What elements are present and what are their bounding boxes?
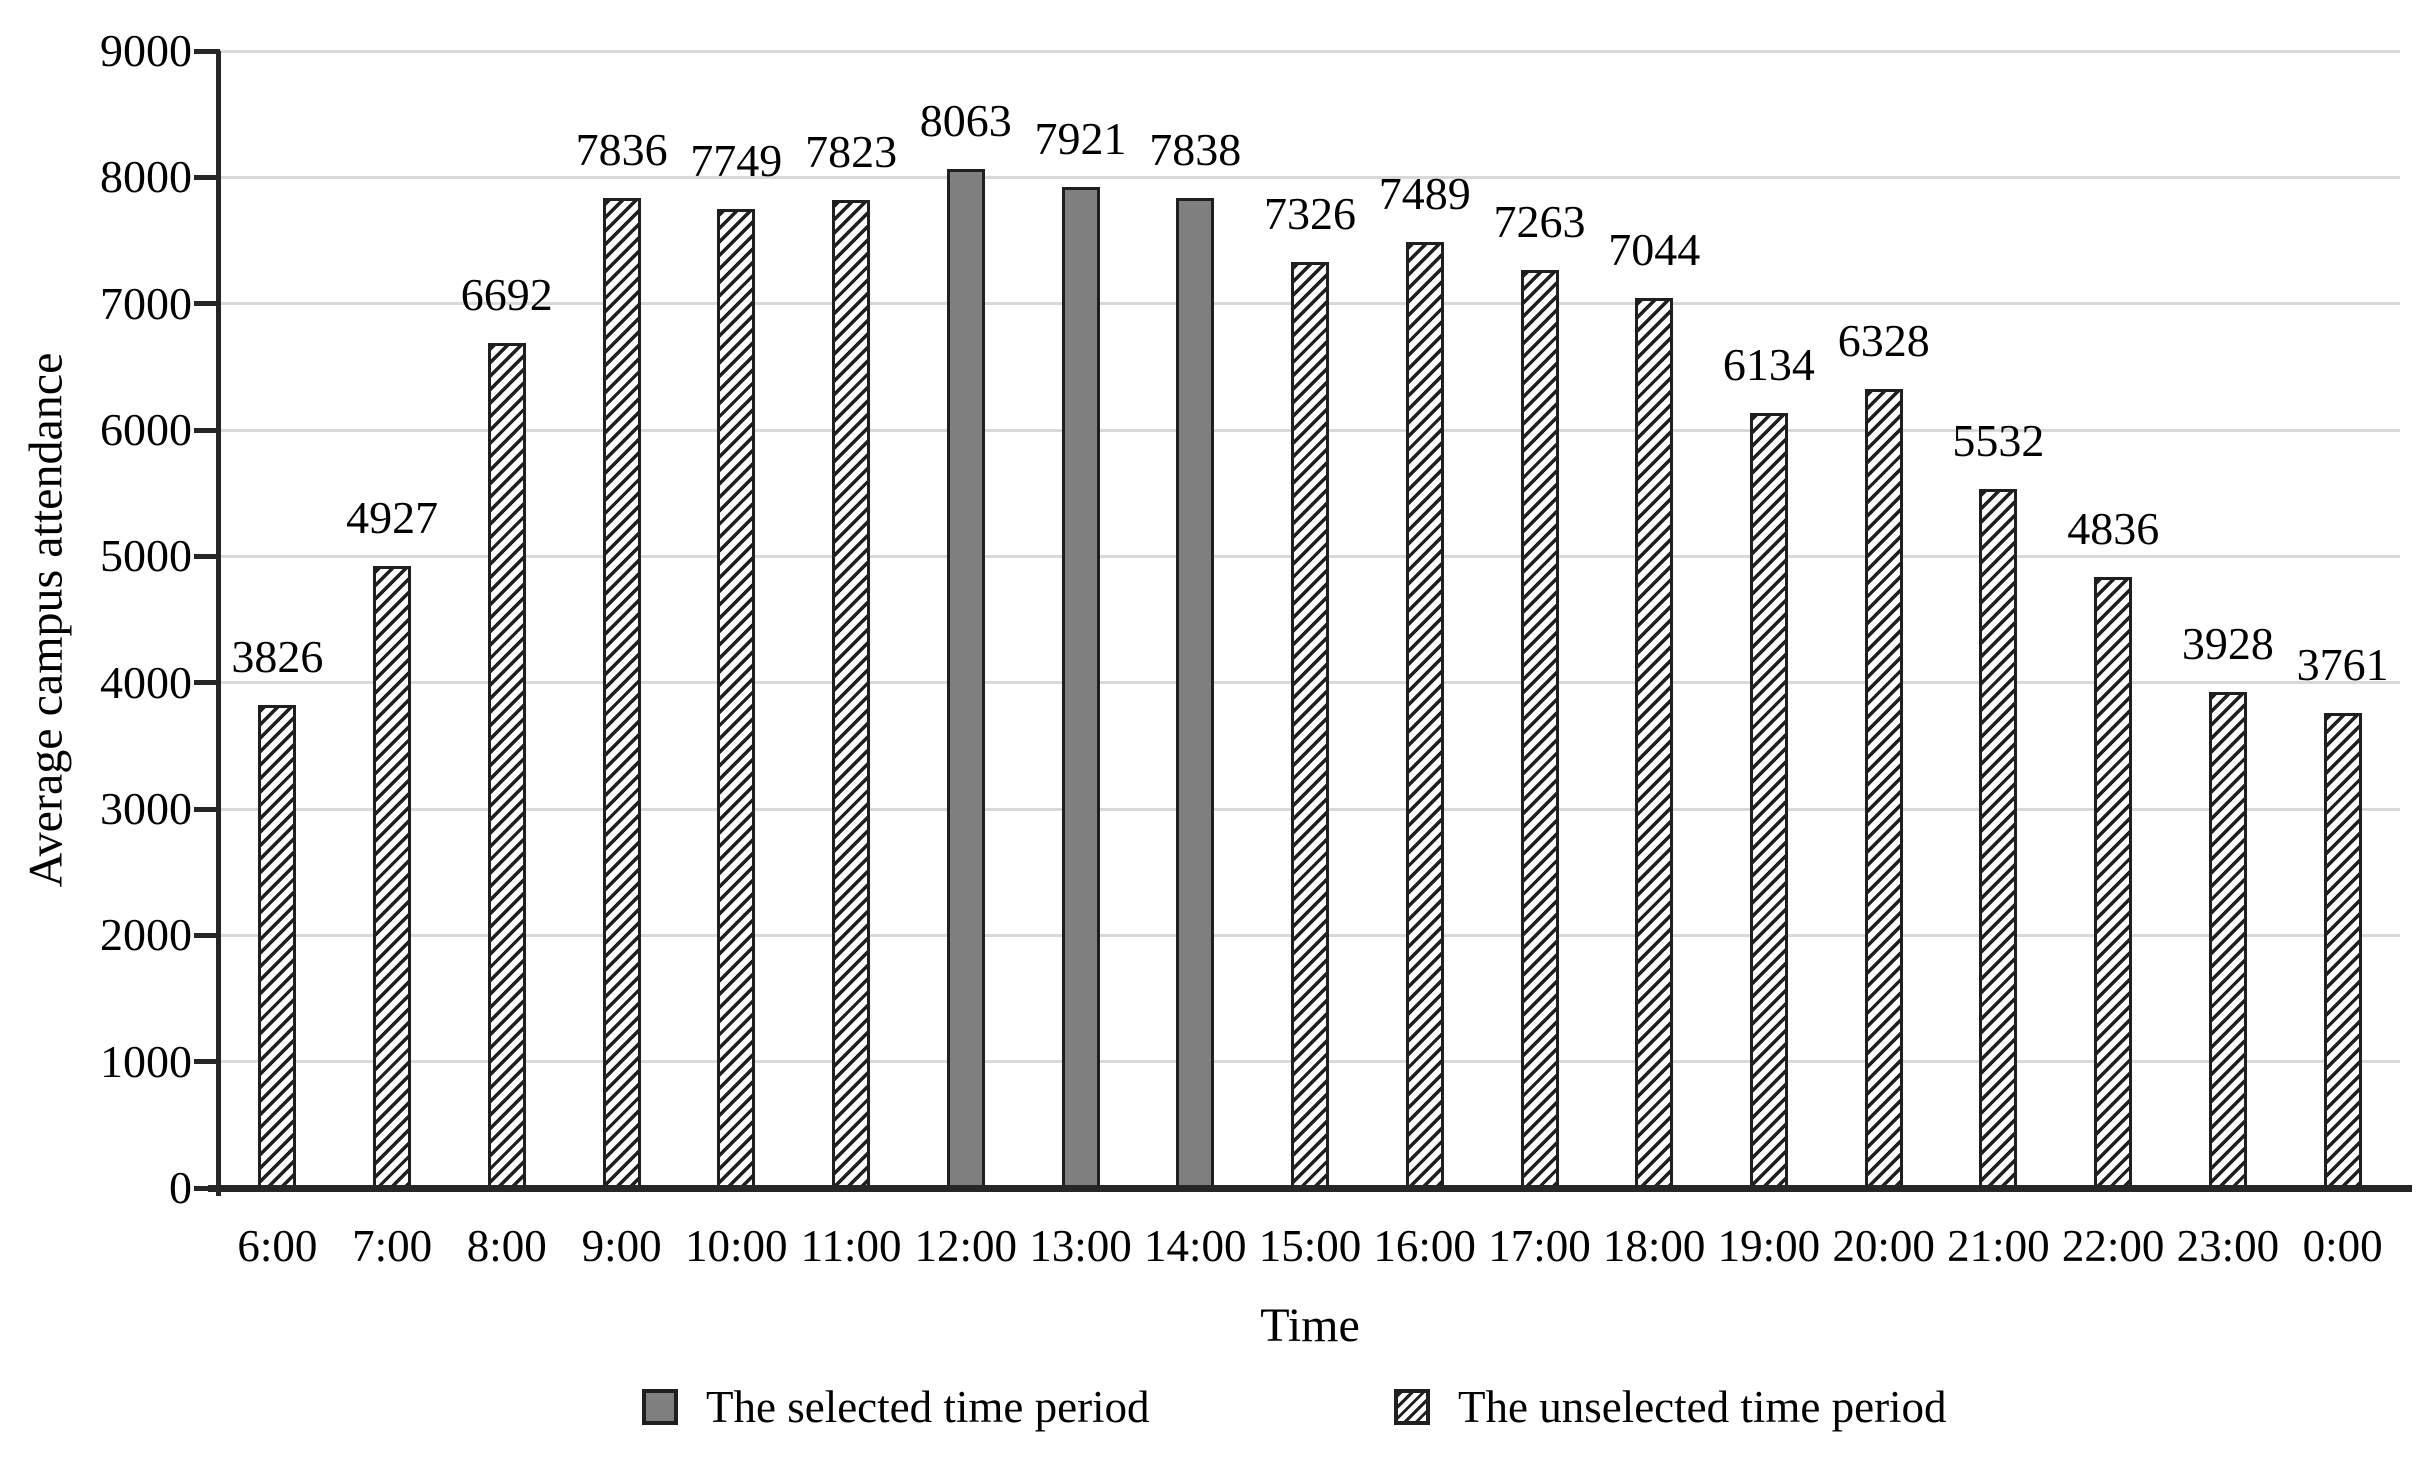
y-axis-tick-label: 4000 <box>100 656 192 708</box>
bar-11:00 <box>832 200 871 1188</box>
y-axis-tick <box>194 932 220 938</box>
bar-value-label-7:00: 4927 <box>346 492 439 543</box>
bar-7:00 <box>373 566 412 1188</box>
bar-22:00 <box>2094 577 2133 1188</box>
bar-19:00 <box>1749 413 1788 1188</box>
x-axis-line <box>208 1185 2412 1192</box>
y-axis-tick <box>194 427 220 433</box>
y-axis-tick <box>194 1059 220 1065</box>
bar-value-label-18:00: 7044 <box>1608 224 1701 275</box>
bar-value-label-12:00: 8063 <box>919 95 1012 146</box>
y-axis-tick-label: 0 <box>169 1162 192 1213</box>
y-axis-tick-label: 5000 <box>100 530 192 582</box>
x-axis-tick-label-0:00: 0:00 <box>2302 1221 2383 1271</box>
y-axis-tick-label: 7000 <box>100 277 192 329</box>
bar-23:00 <box>2208 692 2247 1188</box>
gridline <box>220 49 2400 53</box>
y-axis-tick <box>194 806 220 812</box>
bar-21:00 <box>1979 489 2018 1188</box>
bar-6:00 <box>258 705 297 1188</box>
bar-value-label-23:00: 3928 <box>2181 618 2274 669</box>
bar-value-label-19:00: 6134 <box>1722 339 1815 390</box>
bar-value-label-10:00: 7749 <box>690 135 783 186</box>
x-axis-tick-label-10:00: 10:00 <box>685 1221 788 1271</box>
bar-10:00 <box>717 209 756 1188</box>
bar-14:00 <box>1176 198 1215 1188</box>
y-axis-tick-label: 3000 <box>100 783 192 834</box>
x-axis-tick-label-15:00: 15:00 <box>1258 1221 1362 1271</box>
y-axis-tick-label: 1000 <box>100 1035 192 1087</box>
bar-value-label-6:00: 3826 <box>231 631 324 682</box>
x-axis-tick-label-12:00: 12:00 <box>914 1221 1018 1271</box>
bar-value-label-14:00: 7838 <box>1149 124 1242 175</box>
bar-0:00 <box>2323 713 2362 1188</box>
legend-item-unselected: The unselected time period <box>1394 1384 1947 1430</box>
x-axis-tick-label-8:00: 8:00 <box>466 1221 547 1271</box>
bar-value-label-8:00: 6692 <box>460 269 553 320</box>
y-axis-tick <box>194 301 220 307</box>
x-axis-tick-label-14:00: 14:00 <box>1144 1221 1247 1271</box>
legend-item-selected: The selected time period <box>642 1384 1150 1430</box>
y-axis-tick-label: 2000 <box>100 909 192 961</box>
bar-value-label-15:00: 7326 <box>1264 188 1356 239</box>
bar-value-label-16:00: 7489 <box>1378 168 1471 219</box>
x-axis-tick-label-22:00: 22:00 <box>2061 1221 2165 1271</box>
x-axis-tick-label-23:00: 23:00 <box>2176 1221 2280 1271</box>
y-axis-tick <box>194 680 220 686</box>
unselected-swatch-icon <box>1394 1389 1430 1425</box>
legend-label: The selected time period <box>706 1382 1150 1432</box>
x-axis-tick-label-21:00: 21:00 <box>1947 1221 2050 1271</box>
x-axis-tick-label-19:00: 19:00 <box>1717 1221 1821 1271</box>
legend-label: The unselected time period <box>1458 1382 1947 1432</box>
bar-value-label-0:00: 3761 <box>2296 639 2389 690</box>
y-axis-line <box>216 51 221 1196</box>
selected-swatch-icon <box>642 1389 678 1425</box>
y-axis-tick-label: 6000 <box>100 404 192 455</box>
bar-17:00 <box>1520 270 1559 1188</box>
bar-9:00 <box>602 198 641 1188</box>
x-axis-tick-label-9:00: 9:00 <box>581 1221 662 1271</box>
gridline <box>220 175 2400 179</box>
x-axis-title: Time <box>1260 1299 1360 1352</box>
bar-16:00 <box>1405 242 1444 1188</box>
y-axis-tick <box>194 48 220 54</box>
bar-13:00 <box>1061 187 1100 1188</box>
bar-value-label-20:00: 6328 <box>1837 315 1930 366</box>
bar-20:00 <box>1864 389 1903 1188</box>
y-axis-tick <box>194 553 220 559</box>
y-axis-tick <box>194 1185 220 1191</box>
bar-value-label-13:00: 7921 <box>1034 113 1127 164</box>
x-axis-tick-label-6:00: 6:00 <box>237 1221 318 1271</box>
bar-15:00 <box>1291 262 1329 1188</box>
bar-12:00 <box>946 169 985 1188</box>
y-axis-tick-label: 8000 <box>100 151 192 203</box>
bar-18:00 <box>1635 298 1674 1188</box>
x-axis-tick-label-13:00: 13:00 <box>1029 1221 1132 1271</box>
y-axis-tick <box>194 174 220 180</box>
x-axis-tick-label-18:00: 18:00 <box>1602 1221 1706 1271</box>
y-axis-title: Average campus attendance <box>19 352 73 888</box>
x-axis-tick-label-17:00: 17:00 <box>1488 1221 1591 1271</box>
bar-value-label-22:00: 4836 <box>2067 503 2160 554</box>
bar-value-label-17:00: 7263 <box>1493 196 1586 247</box>
bar-value-label-11:00: 7823 <box>805 126 898 177</box>
x-axis-tick-label-16:00: 16:00 <box>1373 1221 1476 1271</box>
bar-value-label-21:00: 5532 <box>1952 415 2045 466</box>
bar-8:00 <box>487 343 526 1188</box>
y-axis-tick-label: 9000 <box>100 25 192 76</box>
x-axis-tick-label-11:00: 11:00 <box>800 1221 902 1271</box>
x-axis-tick-label-7:00: 7:00 <box>352 1221 433 1271</box>
bar-value-label-9:00: 7836 <box>575 124 668 175</box>
x-axis-tick-label-20:00: 20:00 <box>1832 1221 1935 1271</box>
